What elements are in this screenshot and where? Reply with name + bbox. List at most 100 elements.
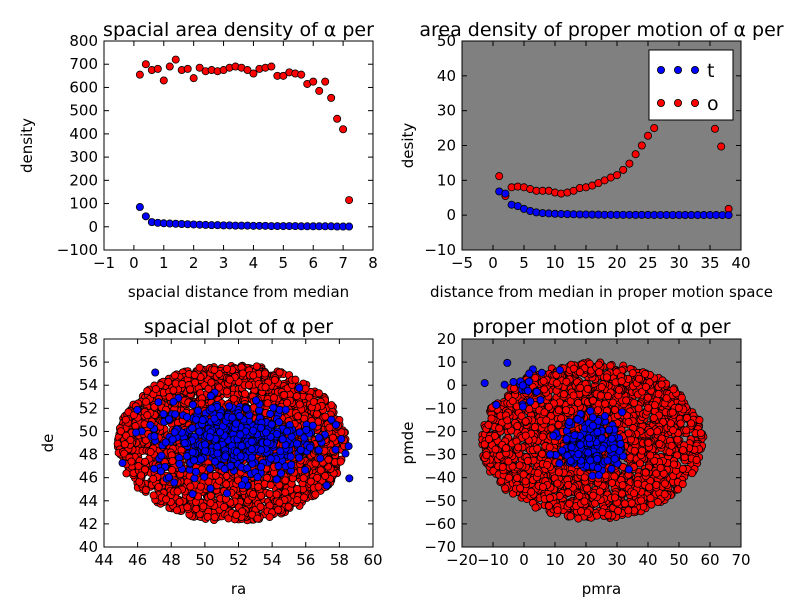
- data-point: [205, 433, 214, 442]
- data-point: [222, 387, 231, 396]
- data-point: [199, 502, 208, 511]
- data-point: [327, 415, 336, 424]
- data-point: [222, 480, 231, 489]
- data-point: [238, 369, 247, 378]
- data-point: [266, 409, 275, 418]
- data-point: [266, 454, 275, 463]
- x-tick-label: 4: [249, 254, 259, 272]
- data-point: [206, 498, 215, 507]
- data-point: [257, 462, 266, 471]
- data-point: [339, 125, 348, 134]
- data-point: [724, 211, 733, 220]
- data-point: [257, 445, 266, 454]
- data-point: [331, 420, 340, 429]
- y-tick-label: −10: [424, 241, 456, 259]
- data-point: [165, 62, 174, 71]
- data-point: [118, 458, 127, 467]
- data-point: [619, 165, 628, 174]
- legend-marker: [674, 99, 683, 108]
- data-point: [223, 489, 232, 498]
- y-tick-label: 10: [437, 171, 456, 189]
- data-point: [272, 490, 281, 499]
- x-tick-label: 25: [638, 254, 657, 272]
- data-point: [280, 390, 289, 399]
- data-point: [243, 66, 252, 75]
- data-point: [188, 400, 197, 409]
- data-point: [141, 212, 150, 221]
- data-point: [322, 481, 331, 490]
- data-point: [252, 396, 261, 405]
- y-tick-label: 600: [69, 78, 98, 96]
- data-point: [256, 502, 265, 511]
- data-point: [135, 70, 144, 79]
- data-point: [269, 393, 278, 402]
- y-tick-label: 48: [79, 446, 98, 464]
- y-tick-label: 50: [79, 422, 98, 440]
- legend: to: [648, 49, 734, 121]
- data-point: [192, 467, 201, 476]
- data-point: [178, 380, 187, 389]
- y-tick-label: −100: [57, 241, 98, 259]
- data-point: [291, 375, 300, 384]
- data-point: [495, 172, 504, 181]
- data-point: [168, 435, 177, 444]
- data-point: [210, 513, 219, 522]
- data-point: [175, 497, 184, 506]
- points-layer: [113, 361, 354, 525]
- y-tick-label: 44: [79, 492, 98, 510]
- x-tick-label: 10: [545, 254, 564, 272]
- data-point: [331, 445, 340, 454]
- data-point: [183, 413, 192, 422]
- x-tick-label: 30: [669, 254, 688, 272]
- x-tick-label: 0: [488, 254, 498, 272]
- data-point: [327, 401, 336, 410]
- data-point: [220, 464, 229, 473]
- data-point: [194, 406, 203, 415]
- x-tick-label: 50: [195, 551, 214, 569]
- data-point: [314, 433, 323, 442]
- data-point: [262, 428, 271, 437]
- data-point: [150, 464, 159, 473]
- data-point: [220, 502, 229, 511]
- data-point: [283, 427, 292, 436]
- data-point: [137, 471, 146, 480]
- data-point: [637, 141, 646, 150]
- data-point: [197, 399, 206, 408]
- legend-marker: [674, 66, 683, 75]
- data-point: [237, 481, 246, 490]
- data-point: [126, 435, 135, 444]
- data-point: [149, 491, 158, 500]
- data-point: [127, 457, 136, 466]
- x-axis-label: distance from median in proper motion sp…: [430, 283, 773, 301]
- x-tick-label: 0: [129, 254, 139, 272]
- data-point: [237, 442, 246, 451]
- data-point: [248, 510, 257, 519]
- data-point: [249, 490, 258, 499]
- data-point: [189, 74, 198, 83]
- data-point: [261, 369, 270, 378]
- data-point: [215, 428, 224, 437]
- y-axis-label: desity: [399, 123, 417, 169]
- data-point: [190, 474, 199, 483]
- y-tick-label: 40: [79, 538, 98, 556]
- data-point: [324, 455, 333, 464]
- subplot-1: −1 0 1 2 3 4 5 6 7 8−1000100200300400500600700800…: [18, 19, 378, 301]
- y-tick-label: 42: [79, 515, 98, 533]
- x-tick-label: 3: [219, 254, 229, 272]
- data-point: [206, 391, 215, 400]
- data-point: [301, 465, 310, 474]
- data-point: [244, 381, 253, 390]
- data-point: [316, 454, 325, 463]
- x-axis-label: ra: [231, 580, 246, 598]
- data-point: [308, 421, 317, 430]
- data-point: [196, 455, 205, 464]
- y-tick-label: 0: [446, 206, 456, 224]
- data-point: [242, 404, 251, 413]
- data-point: [121, 415, 130, 424]
- data-point: [270, 375, 279, 384]
- data-point: [236, 430, 245, 439]
- data-point: [228, 413, 237, 422]
- data-point: [312, 409, 321, 418]
- y-tick-label: 56: [79, 353, 98, 371]
